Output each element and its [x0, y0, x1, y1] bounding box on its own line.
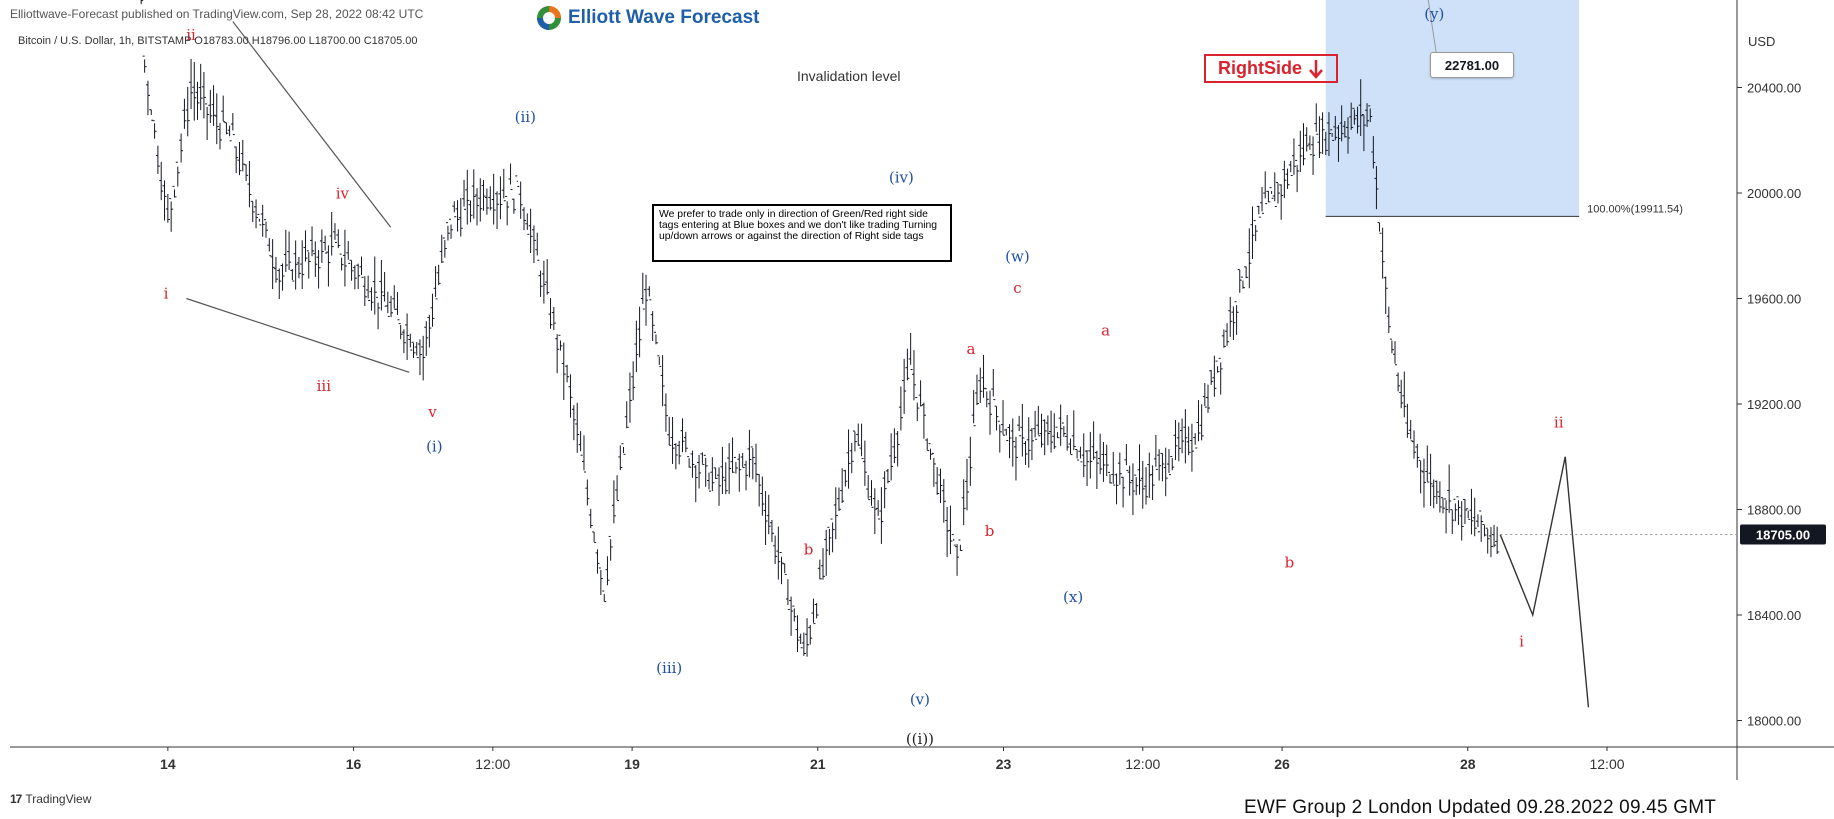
fib-100-label: 100.00%(19911.54) [1587, 203, 1683, 215]
x-tick-label: 21 [810, 756, 826, 772]
wave-label: a [967, 340, 976, 358]
wave-label: (x) [1063, 588, 1083, 606]
symbol-ohlc-line: Bitcoin / U.S. Dollar, 1h, BITSTAMP O187… [18, 35, 418, 47]
wave-label: v [427, 403, 437, 421]
invalidation-price-callout: 22781.00 [1430, 52, 1514, 78]
brand-logo-group[interactable]: Elliott Wave Forecast [536, 4, 759, 32]
wave-label: iv [336, 184, 350, 202]
currency-label: USD [1748, 34, 1776, 49]
wave-label: (i) [426, 437, 443, 455]
wave-label: a [1101, 321, 1110, 339]
trading-note-box: We prefer to trade only in direction of … [652, 204, 952, 262]
last-price-value: 18705.00 [1756, 528, 1810, 543]
wave-label: b [1285, 554, 1295, 572]
tradingview-logo-icon: 17 [10, 792, 22, 806]
x-tick-label: 28 [1460, 756, 1476, 772]
x-tick-label: 12:00 [1125, 756, 1160, 772]
wave-label: c [1013, 279, 1021, 297]
wave-label: (iv) [889, 168, 914, 186]
wave-label: iii [317, 377, 332, 395]
update-footer-note: EWF Group 2 London Updated 09.28.2022 09… [1244, 797, 1717, 818]
tradingview-footer-logo[interactable]: 17 TradingView [10, 792, 91, 806]
x-tick-label: 19 [624, 756, 640, 772]
x-tick-label: 26 [1274, 756, 1290, 772]
wave-label: (y) [1424, 5, 1444, 23]
wave-label: ((i)) [906, 730, 934, 748]
wave-label: b [985, 522, 995, 540]
y-tick-label: 18000.00 [1747, 714, 1801, 729]
elliott-wave-logo-icon [537, 6, 561, 30]
wedge-lower-line [186, 297, 410, 373]
brand-name: Elliott Wave Forecast [568, 7, 760, 28]
wave-label: ii [1554, 414, 1564, 432]
wave-label: (w) [1005, 248, 1030, 266]
arrow-down-icon [1309, 59, 1323, 79]
y-tick-label: 20400.00 [1747, 81, 1801, 96]
wave-label: (v) [910, 691, 930, 709]
x-tick-label: 14 [160, 756, 176, 772]
x-tick-label: 12:00 [1589, 756, 1624, 772]
y-tick-label: 18800.00 [1747, 503, 1801, 518]
publisher-line: Elliottwave-Forecast published on Tradin… [10, 7, 424, 21]
y-tick-label: 19200.00 [1747, 397, 1801, 412]
y-tick-label: 18400.00 [1747, 608, 1801, 623]
wave-label: i [164, 285, 169, 303]
wave-label: i [1519, 633, 1524, 651]
x-tick-label: 23 [996, 756, 1012, 772]
rightside-tag-label: RightSide [1218, 58, 1302, 78]
wedge-upper-line [232, 21, 392, 228]
y-tick-label: 20000.00 [1747, 186, 1801, 201]
projection-path [1499, 456, 1590, 708]
rightside-tag: RightSide [1204, 54, 1338, 83]
wave-label: (ii) [515, 108, 536, 126]
y-tick-label: 19600.00 [1747, 292, 1801, 307]
blue-box-zone [1325, 0, 1580, 217]
x-tick-label: 12:00 [475, 756, 510, 772]
wave-label: b [804, 540, 814, 558]
invalidation-label: Invalidation level [797, 68, 901, 84]
tradingview-label: TradingView [25, 792, 92, 806]
wave-label: (iii) [656, 659, 682, 677]
wave-label: ii [186, 26, 196, 44]
x-tick-label: 16 [346, 756, 362, 772]
last-price-tag [1740, 524, 1826, 545]
